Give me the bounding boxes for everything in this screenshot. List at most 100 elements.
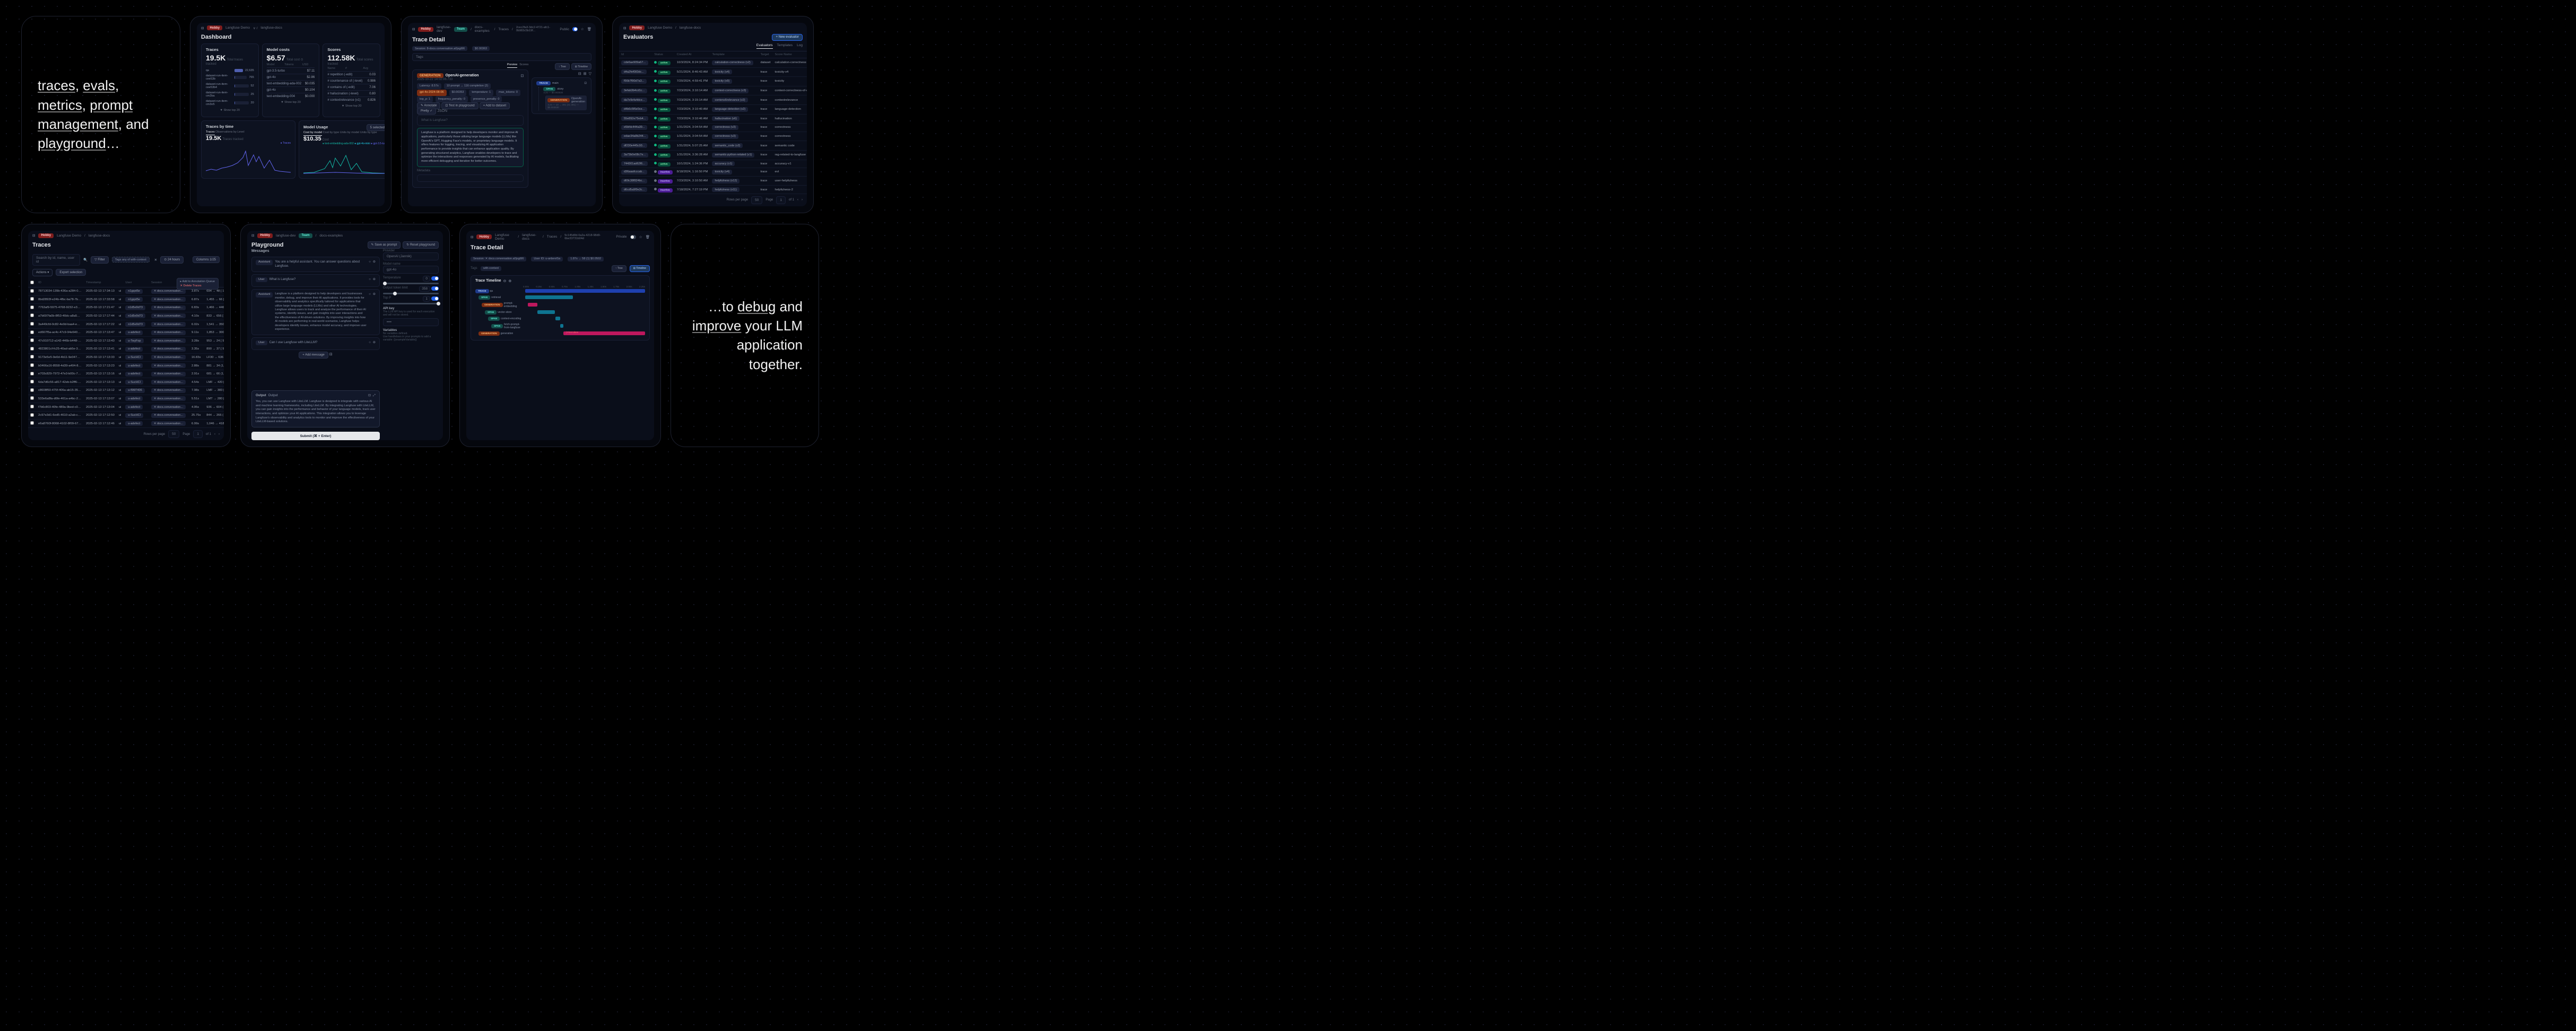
tab-units-model[interactable]: Units by model xyxy=(340,131,359,135)
row-checkbox[interactable] xyxy=(30,289,34,293)
menu-icon[interactable]: ⊟ xyxy=(471,235,473,239)
user-tag[interactable]: User ID: u-anbevtSa xyxy=(531,257,563,261)
tag-filter[interactable]: Tags any of with-context xyxy=(112,257,150,263)
table-row[interactable]: d4b6c5f6e0ce... active 7/23/2024, 3:10:4… xyxy=(619,104,807,114)
topp-slider[interactable] xyxy=(383,303,439,304)
add-dataset-button[interactable]: + Add to dataset xyxy=(480,102,510,109)
menu-icon[interactable]: ⊟ xyxy=(251,233,254,238)
menu-icon[interactable]: ⊟ xyxy=(32,233,35,238)
star-icon[interactable]: ☆ xyxy=(639,235,642,239)
page-input[interactable]: 1 xyxy=(193,430,203,438)
search-input[interactable]: Search by id, name, user id xyxy=(32,254,80,266)
row-checkbox[interactable] xyxy=(30,372,34,375)
msg-del-icon[interactable]: ⊖ xyxy=(373,340,376,345)
row-checkbox[interactable] xyxy=(30,297,34,301)
table-row[interactable]: ed667f5a-ac4c-47c9-94e6405649cbdf 2025-0… xyxy=(28,328,224,337)
topp-toggle[interactable] xyxy=(431,296,439,301)
timeline-item[interactable]: SPAN fetch-prompt-from-langfuse xyxy=(475,322,645,330)
table-row[interactable]: e703c829-7972-47e3-b00c-7a8eb699e7c8 202… xyxy=(28,370,224,378)
msg-del-icon[interactable]: ⊖ xyxy=(373,292,376,296)
zoom-in-icon[interactable]: ⊕ xyxy=(508,279,511,283)
temp-toggle[interactable] xyxy=(431,276,439,281)
time-filter[interactable]: ⊙ 24 hours xyxy=(160,256,184,264)
tab-cost-model[interactable]: Cost by model xyxy=(303,131,322,136)
filter-button[interactable]: ▽ Filter xyxy=(91,256,109,264)
add-message-button[interactable]: + Add message xyxy=(299,352,328,359)
next-page-button[interactable]: › xyxy=(219,433,220,436)
public-toggle[interactable] xyxy=(630,235,636,239)
new-evaluator-button[interactable]: + New evaluator xyxy=(772,34,803,41)
pretty-toggle[interactable]: Pretty ✓ xyxy=(417,108,436,115)
delete-traces[interactable]: ✕ Delete Traces xyxy=(180,284,215,287)
prev-page-button[interactable]: ‹ xyxy=(797,198,798,202)
timeline-item[interactable]: SPAN context-encoding xyxy=(475,316,645,322)
prev-page-button[interactable]: ‹ xyxy=(214,433,215,436)
add-menu-icon[interactable]: ⊟ xyxy=(329,353,333,356)
expand-icon[interactable]: ⤢ xyxy=(373,394,376,398)
reset-button[interactable]: ↻ Reset playground xyxy=(403,241,439,249)
expand-icon[interactable]: ⊞ xyxy=(584,72,587,76)
menu-icon[interactable]: ⊟ xyxy=(201,26,204,30)
trash-icon[interactable]: 🗑 xyxy=(646,235,650,239)
tab-units-type[interactable]: Units by type xyxy=(360,131,377,135)
table-row[interactable]: 4823801cf-fc25-40ad-ab5e-3668f560a600 20… xyxy=(28,345,224,354)
row-checkbox[interactable] xyxy=(30,313,34,317)
timeline-item[interactable]: GENERATION prompt-embedding xyxy=(475,301,645,309)
timeline-item[interactable]: SPAN retrieval xyxy=(475,294,645,301)
tab-obs[interactable]: Observations by Level xyxy=(215,130,244,135)
table-row[interactable]: 47c910712-a142-446b-b448-3a657305a77e 20… xyxy=(28,337,224,345)
table-row[interactable]: 55e892e75eb4... active 7/23/2024, 3:10:4… xyxy=(619,114,807,124)
role-select[interactable]: Assistant xyxy=(256,292,273,298)
tab-preview[interactable]: Preview xyxy=(507,63,518,68)
row-checkbox[interactable] xyxy=(30,338,34,342)
table-row[interactable]: 8bd2893f-e24b-4fbc-ba78-7bc5a1788644a 20… xyxy=(28,295,224,304)
row-checkbox[interactable] xyxy=(30,322,34,326)
row-checkbox[interactable] xyxy=(30,305,34,309)
tree-view-button[interactable]: ↑ Tree xyxy=(555,63,570,70)
timeline-view-button[interactable]: ⊞ Timeline xyxy=(630,265,650,272)
api-key-input[interactable]: •••• xyxy=(383,318,439,326)
more-icon[interactable]: ⊡ xyxy=(584,82,587,85)
table-row[interactable]: 3efab3b4cd1c... active 7/23/2024, 3:10:1… xyxy=(619,86,807,95)
role-select[interactable]: Assistant xyxy=(256,260,273,265)
outlim-toggle[interactable] xyxy=(431,286,439,291)
table-row[interactable]: f56b7f90d7a3... active 7/20/2024, 4:59:4… xyxy=(619,77,807,86)
table-row[interactable]: c8608f50-475f-406a-ab15-352bedc4a261 202… xyxy=(28,387,224,395)
msg-del-icon[interactable]: ⊖ xyxy=(373,260,376,264)
provider-select[interactable]: OpenAI (Jannik) xyxy=(383,252,439,260)
table-row[interactable]: e5bfdc444a39... active 1/31/2024, 3:04:5… xyxy=(619,124,807,132)
tab-evaluators[interactable]: Evaluators xyxy=(756,43,773,49)
msg-menu-icon[interactable]: ○ xyxy=(369,277,371,282)
trash-icon[interactable]: 🗑 xyxy=(587,27,591,31)
tab-log[interactable]: Log xyxy=(797,43,803,49)
filter-icon[interactable]: ▽ xyxy=(589,72,591,76)
select-all-checkbox[interactable] xyxy=(30,281,34,284)
next-page-button[interactable]: › xyxy=(802,198,803,202)
msg-menu-icon[interactable]: ○ xyxy=(369,292,371,296)
tab-cost-type[interactable]: Cost by type xyxy=(323,131,340,135)
timeline-item[interactable]: GENERATION generation | First token xyxy=(475,330,645,337)
public-toggle[interactable] xyxy=(572,27,578,31)
table-row[interactable]: 6da7d6c56-a817-42eb-b2ff6-a040863bc74 20… xyxy=(28,378,224,387)
msg-menu-icon[interactable]: ○ xyxy=(369,260,371,264)
row-checkbox[interactable] xyxy=(30,413,34,417)
table-row[interactable]: 9173e5e5-9e0d-4b11-9e047298ce013df 2025-… xyxy=(28,353,224,362)
table-row[interactable]: e6a8760f-8068-4102-8f09-67db477fb376 202… xyxy=(28,420,224,428)
row-checkbox[interactable] xyxy=(30,380,34,383)
crumb-project[interactable]: Langfuse Demo xyxy=(225,26,250,30)
playground-button[interactable]: ⊡ Test in playground xyxy=(441,102,478,109)
table-row[interactable]: 2c97e3d1-6ed5-4610-a2ab-c5fe640ce785 202… xyxy=(28,411,224,420)
save-prompt-button[interactable]: ✎ Save as prompt xyxy=(368,241,401,249)
session-tag[interactable]: Session: ✕ docs.conversation.a0jsgt96 xyxy=(471,257,526,261)
temp-slider[interactable] xyxy=(383,283,439,284)
role-select[interactable]: User xyxy=(256,277,267,283)
row-checkbox[interactable] xyxy=(30,330,34,334)
timeline-item[interactable]: TRACE qa xyxy=(475,288,645,294)
role-select[interactable]: User xyxy=(256,340,267,346)
table-row[interactable]: a7b697fa0b-8f53-40dc-a8a5de692a1e 2025-0… xyxy=(28,312,224,320)
crumb-sub[interactable]: langfuse-docs xyxy=(260,26,282,30)
row-checkbox[interactable] xyxy=(30,388,34,392)
table-row[interactable]: b0466a16-8558-4d39-a404-80f8f5328376 202… xyxy=(28,362,224,370)
table-row[interactable]: f7b6c803-40fe-489a-9bed-c0f18a54732 2025… xyxy=(28,403,224,412)
tab-traces[interactable]: Traces xyxy=(206,130,215,135)
